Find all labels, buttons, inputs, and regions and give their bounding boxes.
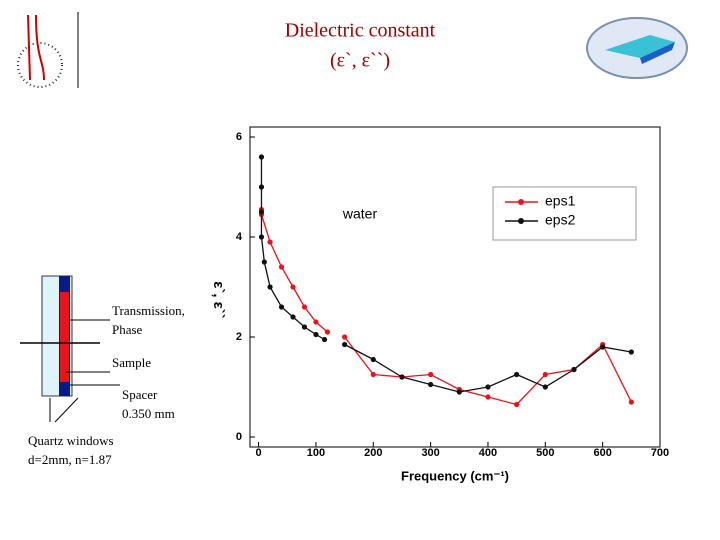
data-point	[261, 259, 267, 265]
data-point	[342, 334, 348, 340]
legend-swatch	[518, 199, 524, 205]
data-point	[290, 314, 296, 320]
data-point	[258, 184, 265, 190]
data-point	[324, 329, 331, 335]
series-line	[260, 157, 325, 341]
x-tick-label: 0	[256, 447, 262, 459]
series-line	[260, 209, 328, 333]
x-tick-label: 400	[479, 447, 497, 459]
data-point	[485, 384, 491, 390]
data-point	[342, 341, 348, 348]
data-point	[370, 356, 376, 363]
x-tick-label: 100	[307, 447, 325, 459]
diagram-labels: Transmission, Phase Sample Spacer 0.350 mm Qu…	[28, 303, 185, 467]
data-point	[485, 394, 491, 400]
logo-right	[586, 17, 688, 79]
data-point	[321, 336, 328, 343]
data-point	[600, 344, 606, 350]
diagram-label: Phase	[112, 322, 143, 337]
chart: 0 100 200 300 400 500 600 700 0 2 4 6 Frequency (cm⁻…	[210, 126, 669, 483]
diagram-label: d=2mm, n=1.87	[28, 452, 112, 467]
annotation: water	[342, 206, 378, 222]
data-point	[267, 284, 273, 290]
y-tick-label: 0	[236, 431, 242, 443]
data-point	[514, 401, 520, 408]
data-point	[428, 381, 434, 388]
data-point	[258, 154, 265, 160]
legend-box	[492, 186, 637, 241]
x-tick-label: 300	[421, 447, 439, 459]
data-point	[278, 304, 285, 310]
diagram-label: 0.350 mm	[122, 406, 175, 421]
legend-label: eps1	[545, 193, 576, 209]
data-point	[370, 371, 376, 378]
y-tick-label: 4	[236, 231, 243, 243]
title: Dielectric constant	[285, 20, 436, 42]
plot-frame	[249, 126, 661, 448]
y-axis-label: ε`, ε``	[210, 281, 227, 319]
x-tick-label: 700	[651, 447, 669, 459]
diagram-label: Transmission,	[112, 303, 185, 318]
data-point	[456, 389, 462, 395]
data-point	[542, 384, 548, 390]
data-point	[301, 304, 308, 310]
data-point	[301, 324, 308, 330]
data-point	[258, 209, 265, 215]
legend-swatch	[518, 218, 524, 224]
x-tick-label: 200	[364, 447, 382, 459]
y-tick-label: 2	[236, 331, 242, 343]
data-point	[313, 331, 319, 338]
data-point	[628, 399, 634, 405]
data-point	[399, 374, 405, 380]
cell-diagram	[20, 275, 120, 423]
data-point	[258, 234, 265, 240]
y-tick-label: 6	[236, 131, 242, 143]
subtitle: (ε`, ε``)	[330, 50, 390, 72]
data-point	[428, 371, 434, 378]
data-point	[278, 264, 285, 270]
x-tick-label: 500	[536, 447, 554, 459]
diagram-label: Spacer	[122, 387, 158, 402]
x-tick-label: 600	[593, 447, 611, 459]
legend-label: eps2	[545, 212, 576, 228]
series-line	[344, 336, 632, 406]
data-point	[290, 284, 296, 290]
data-point	[267, 239, 273, 245]
data-point	[571, 366, 577, 373]
diagram-label: Quartz windows	[28, 433, 114, 448]
logo-left	[17, 12, 79, 88]
x-axis-label: Frequency (cm⁻¹)	[401, 468, 509, 483]
data-point	[542, 371, 548, 378]
diagram-label: Sample	[112, 355, 151, 370]
data-point	[313, 319, 319, 325]
data-point	[514, 371, 520, 378]
data-point	[628, 349, 634, 355]
